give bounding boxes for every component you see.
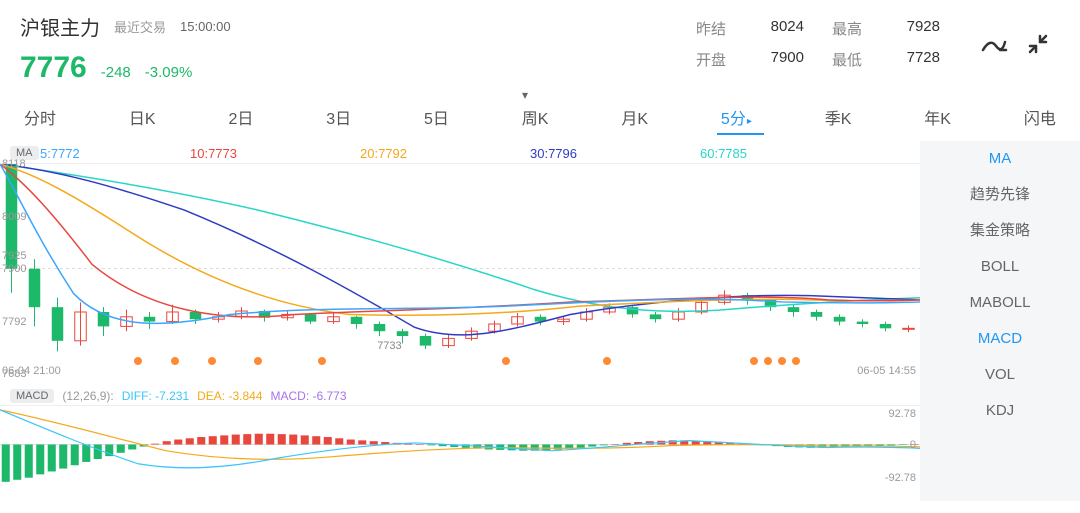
tab-7[interactable]: 5分▸	[717, 103, 756, 131]
stat-low: 7728	[890, 49, 940, 70]
tab-2[interactable]: 2日	[224, 103, 257, 131]
stat-low-label: 最低	[832, 49, 862, 70]
indicator-集金策略[interactable]: 集金策略	[920, 213, 1080, 249]
tab-caret-icon: ▸	[747, 116, 752, 127]
macd-val-2: MACD: -6.773	[271, 389, 347, 403]
tab-9[interactable]: 年K	[920, 103, 955, 131]
stat-high: 7928	[890, 18, 940, 39]
price-current: 7776	[20, 51, 87, 85]
stat-open: 7900	[754, 49, 804, 70]
event-dot[interactable]	[254, 357, 262, 365]
chart-column: MA 5:777210:777320:779230:779660:7785 06…	[0, 141, 920, 501]
indicator-BOLL[interactable]: BOLL	[920, 249, 1080, 285]
last-trade-time: 15:00:00	[180, 19, 231, 34]
macd-val-1: DEA: -3.844	[197, 389, 262, 403]
macd-val-0: DIFF: -7.231	[122, 389, 189, 403]
event-dot[interactable]	[792, 357, 800, 365]
instrument-title: 沪银主力	[20, 12, 100, 41]
header: 沪银主力 最近交易 15:00:00 7776 -248 -3.09% 昨结 8…	[0, 0, 1080, 93]
stat-high-label: 最高	[832, 18, 862, 39]
y-tick: 7683	[2, 368, 26, 380]
timeframe-tabs: 分时 日K 2日 3日 5日 周K 月K 5分▸ 季K 年K 闪电	[0, 93, 1080, 141]
tab-8[interactable]: 季K	[821, 103, 856, 131]
dropdown-caret-icon[interactable]: ▾	[522, 88, 528, 102]
indicator-KDJ[interactable]: KDJ	[920, 393, 1080, 429]
price-change: -248	[101, 64, 131, 81]
indicator-趋势先锋[interactable]: 趋势先锋	[920, 177, 1080, 213]
last-trade-label: 最近交易	[114, 17, 166, 36]
tab-5[interactable]: 周K	[518, 103, 553, 131]
y-tick: 7900	[2, 263, 26, 275]
macd-badge: MACD	[10, 389, 54, 403]
price-chart[interactable]: 06-04 21:00 06-05 14:55 7733 81188009792…	[0, 163, 920, 373]
draw-icon[interactable]	[980, 32, 1008, 56]
tab-10[interactable]: 闪电	[1020, 103, 1060, 131]
macd-y-min: -92.78	[885, 472, 916, 484]
tab-0[interactable]: 分时	[20, 103, 60, 131]
collapse-icon[interactable]	[1026, 32, 1050, 56]
tab-6[interactable]: 月K	[617, 103, 652, 131]
y-tick: 7792	[2, 316, 26, 328]
stat-prev-close: 8024	[754, 18, 804, 39]
low-annotation: 7733	[377, 340, 401, 352]
indicator-MA[interactable]: MA	[920, 141, 1080, 177]
ma-legend-item-2: 20:7792	[360, 146, 407, 161]
macd-y-mid: 0	[910, 439, 916, 451]
tab-4[interactable]: 5日	[420, 103, 453, 131]
y-tick: 8009	[2, 211, 26, 223]
indicator-VOL[interactable]: VOL	[920, 357, 1080, 393]
ma-legend-item-3: 30:7796	[530, 146, 577, 161]
ma-legend-item-4: 60:7785	[700, 146, 747, 161]
macd-chart[interactable]: 92.78 0 -92.78	[0, 405, 920, 483]
stat-prev-close-label: 昨结	[696, 18, 726, 39]
macd-legend: MACD (12,26,9): DIFF: -7.231 DEA: -3.844 M…	[0, 385, 920, 405]
tab-1[interactable]: 日K	[125, 103, 160, 131]
y-tick: 8118	[2, 158, 26, 170]
macd-y-max: 92.78	[888, 408, 916, 420]
ma-legend-item-1: 10:7773	[190, 146, 237, 161]
header-stats: 昨结 8024 最高 7928 开盘 7900 最低 7728	[696, 18, 940, 70]
header-left: 沪银主力 最近交易 15:00:00 7776 -248 -3.09%	[20, 12, 231, 85]
stat-open-label: 开盘	[696, 49, 726, 70]
content: MA 5:7772 10:7773 20:7792 30:7796 60:7785 06…	[0, 141, 1080, 501]
tab-3[interactable]: 3日	[322, 103, 355, 131]
indicator-MABOLL[interactable]: MABOLL	[920, 285, 1080, 321]
indicator-sidebar: MA趋势先锋集金策略BOLLMABOLLMACDVOLKDJ	[920, 141, 1080, 501]
ma-legend-item-0: 5:7772	[40, 146, 80, 161]
event-dot[interactable]	[171, 357, 179, 365]
ma-legend: MA 5:777210:777320:779230:779660:7785	[0, 141, 920, 163]
indicator-MACD[interactable]: MACD	[920, 321, 1080, 357]
event-dot[interactable]	[208, 357, 216, 365]
x-axis-end: 06-05 14:55	[857, 365, 916, 377]
macd-params: (12,26,9):	[62, 389, 113, 403]
price-pct: -3.09%	[145, 64, 193, 81]
y-tick: 7925	[2, 250, 26, 262]
header-icons	[980, 32, 1050, 56]
